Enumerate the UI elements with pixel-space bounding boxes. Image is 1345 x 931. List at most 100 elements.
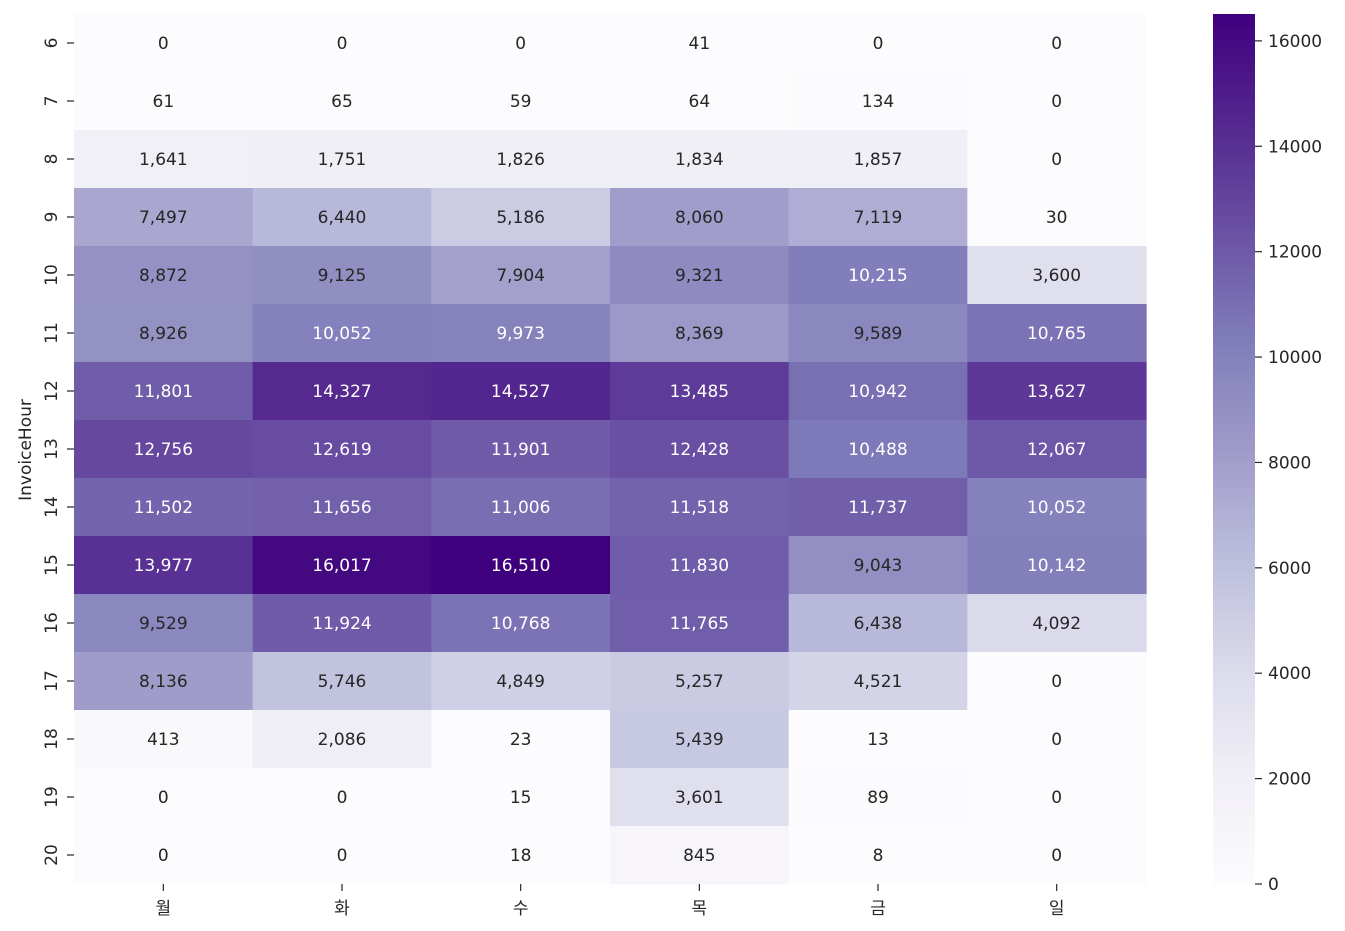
cell-value-label: 3,600 [1032,266,1081,286]
heatmap-cell [431,304,611,363]
cell-value-label: 13,627 [1027,382,1086,402]
heatmap-cell [252,362,432,421]
x-tick-label: 일 [1049,899,1065,919]
heatmap-cell [74,652,254,711]
heatmap-cell [610,710,790,769]
heatmap-cell [610,130,790,189]
colorbar-tick-label: 2000 [1268,770,1311,790]
cell-value-label: 11,924 [312,614,371,634]
cell-value-label: 23 [510,730,532,750]
heatmap-cell [74,188,254,247]
cell-value-label: 8,872 [139,266,188,286]
heatmap-cell [967,130,1147,189]
cell-value-label: 3,601 [675,788,724,808]
heatmap-cell [252,130,432,189]
cell-value-label: 14,327 [312,382,371,402]
cell-value-label: 10,488 [848,440,907,460]
cell-value-label: 4,849 [496,672,545,692]
heatmap-cell [610,188,790,247]
colorbar-ticks: 0 2000 4000 6000 8000 10000 12000 14000 16000 [1255,32,1322,895]
cell-value-label: 5,186 [496,208,545,228]
cell-value-label: 11,737 [848,498,907,518]
cell-value-label: 1,834 [675,150,724,170]
y-tick-label: 18 [42,728,62,750]
cell-value-label: 61 [153,92,175,112]
heatmap-cell [788,768,968,827]
heatmap-cell [431,14,611,73]
cell-value-label: 8,060 [675,208,724,228]
heatmap-cell [788,14,968,73]
cell-value-label: 11,656 [312,498,371,518]
cell-value-label: 65 [331,92,353,112]
y-tick-label: 15 [42,554,62,576]
cell-value-label: 5,746 [318,672,367,692]
heatmap-cell [967,652,1147,711]
cell-value-label: 10,052 [312,324,371,344]
cell-value-label: 64 [689,92,711,112]
y-tick-label: 7 [42,96,62,107]
heatmap-cell [431,710,611,769]
heatmap-cell [788,304,968,363]
cell-value-label: 11,006 [491,498,550,518]
heatmap-cell [431,826,611,885]
heatmap-cell [252,826,432,885]
heatmap-cell [431,594,611,653]
y-axis-ticks: 6 7 8 9 10 11 12 13 14 15 16 17 18 19 20 [42,38,74,866]
cell-value-label: 12,619 [312,440,371,460]
heatmap-cell [252,478,432,537]
cell-value-label: 11,830 [670,556,729,576]
cell-value-label: 16,510 [491,556,550,576]
heatmap-cell [252,72,432,131]
heatmap-cell [610,536,790,595]
cell-value-label: 9,321 [675,266,724,286]
heatmap-cell [610,826,790,885]
cell-value-label: 845 [683,846,715,866]
heatmap-cell [431,768,611,827]
cell-value-label: 9,529 [139,614,188,634]
heatmap-cell [431,72,611,131]
heatmap-cell [610,478,790,537]
colorbar-tick-label: 6000 [1268,559,1311,579]
cell-value-label: 0 [337,34,348,54]
heatmap-cell [252,710,432,769]
heatmap-cell [788,246,968,305]
heatmap-cell [788,130,968,189]
cell-value-label: 0 [1051,150,1062,170]
heatmap-cell [788,420,968,479]
y-tick-label: 17 [42,670,62,692]
cell-value-label: 6,440 [318,208,367,228]
cell-value-label: 0 [158,846,169,866]
heatmap-cell [252,188,432,247]
y-tick-label: 10 [42,264,62,286]
heatmap-cell [967,246,1147,305]
colorbar-tick-label: 14000 [1268,137,1322,157]
colorbar-tick-label: 16000 [1268,32,1322,52]
heatmap-cell [610,246,790,305]
colorbar: 0 2000 4000 6000 8000 10000 12000 14000 16000 [1213,14,1322,895]
heatmap-cell [74,14,254,73]
cell-value-label: 4,092 [1032,614,1081,634]
heatmap-cell [252,304,432,363]
heatmap-cell [74,826,254,885]
heatmap-cell [431,478,611,537]
cell-value-label: 0 [337,846,348,866]
cell-value-label: 0 [158,34,169,54]
y-tick-label: 12 [42,380,62,402]
cell-value-label: 89 [867,788,889,808]
cell-value-label: 11,502 [134,498,193,518]
heatmap-cell [967,72,1147,131]
heatmap-cell [967,478,1147,537]
cell-value-label: 8,926 [139,324,188,344]
cell-value-label: 7,904 [496,266,545,286]
heatmap-cell [74,478,254,537]
cell-value-label: 0 [515,34,526,54]
cell-value-label: 134 [862,92,894,112]
heatmap-cell [610,768,790,827]
cell-value-label: 0 [337,788,348,808]
heatmap-cell [252,768,432,827]
cell-value-label: 15 [510,788,532,808]
heatmap-cell [788,594,968,653]
cell-value-label: 10,942 [848,382,907,402]
